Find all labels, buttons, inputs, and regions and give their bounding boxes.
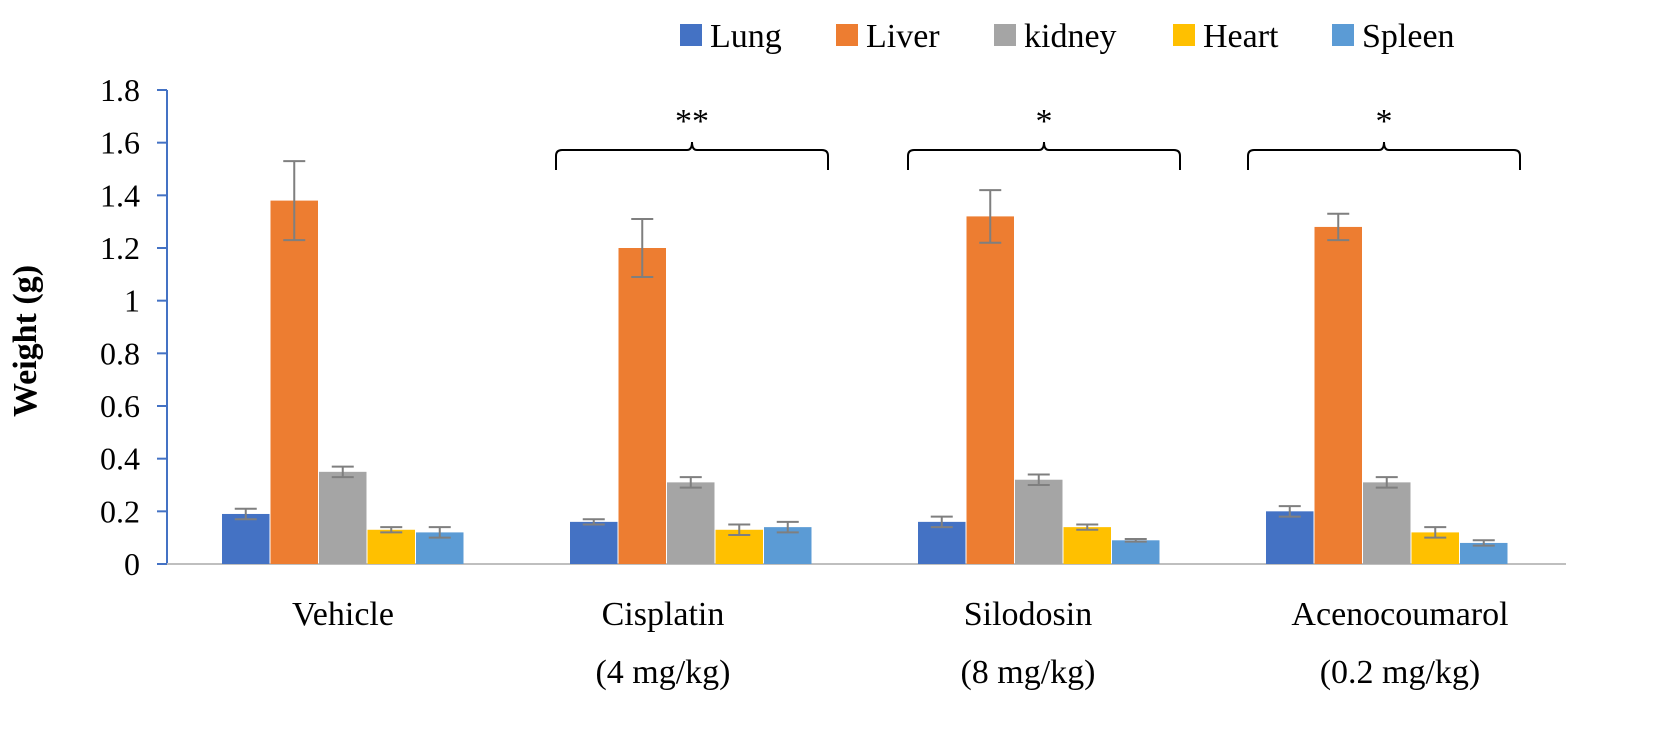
legend-label-lung: Lung xyxy=(710,18,782,55)
legend: Lung Liver kidney Heart Spleen xyxy=(680,18,1455,55)
bar-lung xyxy=(1266,511,1314,564)
legend-swatch-lung xyxy=(680,24,702,46)
bar-kidney xyxy=(1363,482,1411,564)
bar-spleen xyxy=(1460,542,1508,564)
y-tick-label: 0.8 xyxy=(100,335,140,371)
legend-label-kidney: kidney xyxy=(1024,18,1117,55)
significance-bracket xyxy=(555,141,829,170)
bar-kidney xyxy=(319,471,367,564)
bar-lung xyxy=(918,521,966,564)
x-tick-labels: Vehicle Cisplatin (4 mg/kg) Silodosin (8 mg/… xyxy=(292,596,1509,691)
x-tick-label: Acenocoumarol xyxy=(1291,596,1508,633)
y-tick-label: 1.2 xyxy=(100,230,140,266)
significance-label: ** xyxy=(675,103,709,140)
bar-kidney xyxy=(667,482,715,564)
bar-liver xyxy=(270,200,318,564)
legend-swatch-spleen xyxy=(1332,24,1354,46)
bar-liver xyxy=(966,216,1014,564)
legend-swatch-liver xyxy=(836,24,858,46)
y-tick-label: 1 xyxy=(124,283,140,319)
bars xyxy=(222,160,1508,564)
significance-bracket xyxy=(1247,141,1521,170)
y-tick-label: 1.6 xyxy=(100,125,140,161)
bar-spleen xyxy=(1112,540,1160,564)
y-tick-label: 0.4 xyxy=(100,441,140,477)
bar-lung xyxy=(222,513,270,564)
legend-swatch-kidney xyxy=(994,24,1016,46)
bar-heart xyxy=(1063,527,1111,564)
y-tick-label: 0 xyxy=(124,546,140,582)
bar-liver xyxy=(1314,226,1362,564)
x-tick-label: Vehicle xyxy=(292,596,394,633)
legend-swatch-heart xyxy=(1173,24,1195,46)
x-tick-label-dose: (4 mg/kg) xyxy=(595,654,730,691)
legend-label-spleen: Spleen xyxy=(1362,18,1455,55)
y-tick-label: 1.4 xyxy=(100,177,140,213)
significance-annotations: ** * * xyxy=(555,103,1521,170)
significance-label: * xyxy=(1376,103,1393,140)
y-tick-label: 0.6 xyxy=(100,388,140,424)
legend-label-liver: Liver xyxy=(866,18,940,55)
x-tick-label-dose: (8 mg/kg) xyxy=(960,654,1095,691)
bar-liver xyxy=(618,248,666,564)
y-tick-label: 1.8 xyxy=(100,72,140,108)
x-tick-label-dose: (0.2 mg/kg) xyxy=(1320,654,1481,691)
x-tick-label: Silodosin xyxy=(964,596,1092,633)
x-tick-label: Cisplatin xyxy=(602,596,725,633)
significance-label: * xyxy=(1036,103,1053,140)
y-ticks: 0 0.2 0.4 0.6 0.8 1 1.2 1.4 1.6 1.8 xyxy=(100,72,167,582)
bar-heart xyxy=(367,529,415,564)
bar-lung xyxy=(570,521,618,564)
significance-bracket xyxy=(907,141,1181,170)
y-tick-label: 0.2 xyxy=(100,493,140,529)
y-axis-label: Weight (g) xyxy=(7,265,44,417)
bar-kidney xyxy=(1015,479,1063,564)
legend-label-heart: Heart xyxy=(1203,18,1279,55)
